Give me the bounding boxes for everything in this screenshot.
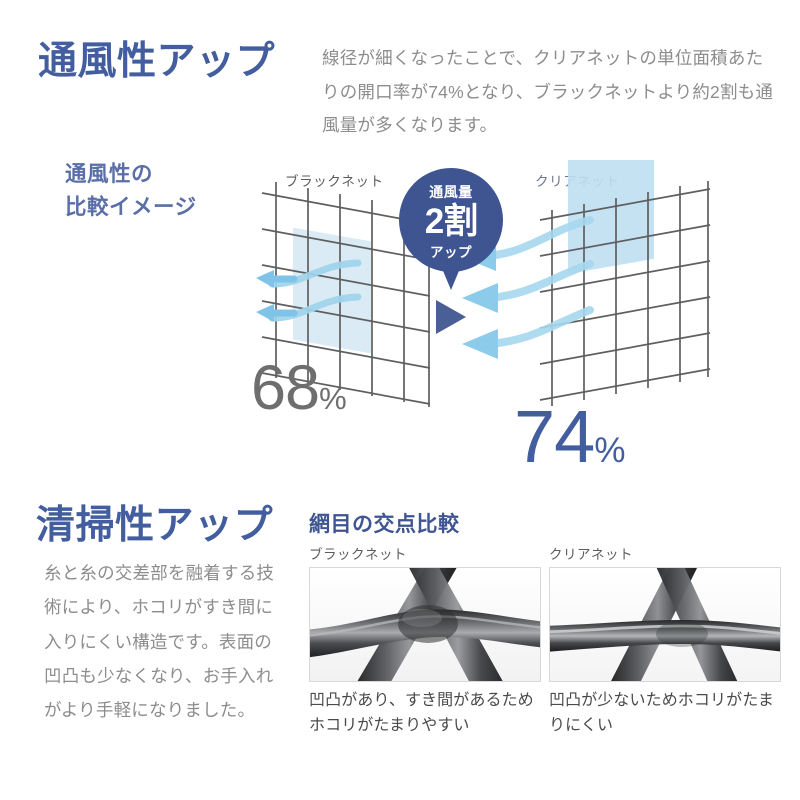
cleaning-section-body: 糸と糸の交差部を融着する技術により、ホコリがすき間に入りにくい構造です。表面の凹… [44, 563, 275, 721]
photo-column-clear-net: クリアネット [549, 543, 781, 739]
left-openness-unit: % [319, 381, 347, 416]
badge-bottom-label: アップ [430, 245, 472, 260]
ventilation-section-title: 通風性アップ [38, 40, 276, 83]
right-openness-percentage: 74% [514, 394, 625, 479]
cleaning-section-title: 清掃性アップ [36, 504, 274, 547]
left-airflow-streams [268, 259, 362, 322]
badge-pointer-tail [441, 266, 461, 290]
right-airflow-panel [568, 160, 654, 274]
left-openness-value: 68 [251, 353, 320, 423]
badge-main-value: 2割 [424, 202, 478, 241]
badge-top-label: 通風量 [429, 184, 473, 200]
photo-caption-clear-net: 凹凸が少ないためホコリがたまりにくい [549, 692, 774, 734]
photo-black-net [309, 567, 541, 682]
compare-label-line-1: 通風性の [65, 162, 154, 186]
airflow-increase-badge: 通風量 2割 アップ [399, 168, 503, 272]
left-net-label: ブラックネット [285, 174, 384, 189]
photo-label-clear-net: クリアネット [549, 547, 633, 562]
photo-column-black-net: ブラックネット [309, 543, 541, 739]
airflow-comparison-diagram [250, 160, 790, 470]
photo-clear-net [549, 567, 781, 682]
right-airflow-streams [484, 216, 594, 348]
right-openness-value: 74 [514, 395, 595, 478]
mesh-intersection-heading: 網目の交点比較 [309, 513, 460, 536]
left-airflow-arrowheads [256, 270, 274, 322]
left-mesh-graphic [256, 182, 431, 407]
compare-label-line-2: 比較イメージ [65, 195, 197, 220]
right-mesh-verticals [551, 181, 709, 406]
left-mesh-horizontals [261, 192, 431, 405]
photo-caption-black-net: 凹凸があり、すき間があるためホコリがたまりやすい [309, 692, 534, 734]
photo-label-black-net: ブラックネット [309, 547, 407, 562]
ventilation-compare-label: 通風性の 比較イメージ [65, 158, 197, 225]
right-openness-unit: % [594, 431, 626, 470]
ventilation-section-body: 線径が細くなったことで、クリアネットの単位面積あたりの開口率が74%となり、ブラ… [322, 48, 774, 136]
center-direction-triangle [436, 300, 466, 334]
left-openness-percentage: 68% [251, 352, 347, 424]
left-airflow-panel [293, 227, 371, 354]
